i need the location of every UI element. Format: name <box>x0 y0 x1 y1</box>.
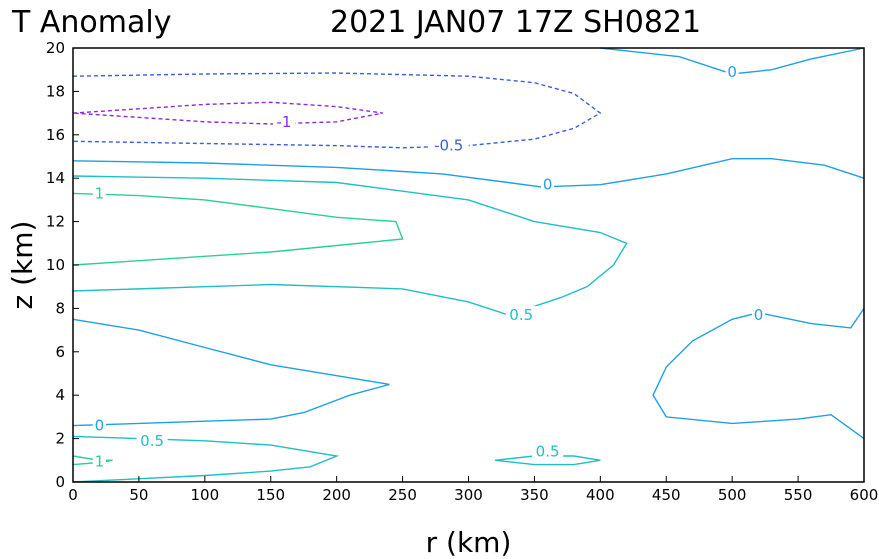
contour-line <box>72 192 404 266</box>
y-tick-label: 14 <box>46 169 65 187</box>
x-tick-label: 400 <box>586 486 615 504</box>
chart-title-left: T Anomaly <box>11 5 171 40</box>
contour-line <box>72 72 602 149</box>
contour-line <box>72 175 628 316</box>
contour-label: 0.5 <box>536 443 560 461</box>
x-tick-label: 300 <box>454 486 483 504</box>
contour-label-bg <box>725 62 739 81</box>
contour-label: 1 <box>95 452 105 470</box>
y-tick-label: 0 <box>55 473 65 491</box>
x-tick-label: 50 <box>129 486 148 504</box>
x-tick-label: 0 <box>68 486 78 504</box>
y-tick-label: 16 <box>46 126 65 144</box>
contour-label-bg <box>752 305 766 324</box>
y-tick-label: 4 <box>55 386 65 404</box>
y-tick-label: 8 <box>55 299 65 317</box>
x-axis-label: r (km) <box>426 526 512 559</box>
contour-label: 0 <box>95 417 105 435</box>
contour-label-bg <box>541 175 555 194</box>
y-tick-label: 20 <box>46 39 65 57</box>
contour-label-bg <box>505 305 537 324</box>
x-tick-label: 250 <box>388 486 417 504</box>
x-tick-label: 600 <box>850 486 879 504</box>
contour-label-bg <box>92 452 106 471</box>
x-tick-label: 150 <box>256 486 285 504</box>
contour-line <box>600 47 865 75</box>
contour-line <box>72 101 383 125</box>
x-tick-label: 350 <box>520 486 549 504</box>
contour-label: 0 <box>727 63 737 81</box>
y-tick-label: 12 <box>46 213 65 231</box>
x-axis-ticks: 0 50 100 150 200 250 300 350 400 450 500 550 600 <box>68 476 878 504</box>
contour-label-bg <box>136 431 168 450</box>
y-tick-label: 10 <box>46 256 65 274</box>
contour-label: 0 <box>543 176 553 194</box>
chart-title-right: 2021 JAN07 17Z SH0821 <box>330 5 701 40</box>
contour-label: 0.5 <box>509 306 533 324</box>
contour-line <box>72 455 113 466</box>
x-tick-label: 200 <box>322 486 351 504</box>
contour-line <box>72 435 340 483</box>
contour-line <box>72 157 865 188</box>
contour-label: -0.5 <box>434 137 463 155</box>
y-tick-label: 6 <box>55 343 65 361</box>
contour-labels: -1 -0.5 0 0 0 0 0.5 0.5 0.5 1 1 <box>92 62 766 471</box>
contour-label-bg <box>428 136 469 155</box>
x-tick-label: 500 <box>718 486 747 504</box>
contour-label-bg <box>272 112 295 131</box>
y-axis-ticks: 0 2 4 6 8 10 12 14 16 18 20 <box>46 39 79 491</box>
contour-label: 0 <box>754 306 764 324</box>
contour-lines <box>72 47 865 483</box>
contour-label: 0.5 <box>140 432 164 450</box>
contour-label-bg <box>92 416 106 435</box>
x-tick-label: 450 <box>652 486 681 504</box>
contour-label-bg <box>532 442 564 461</box>
plot-frame <box>72 47 865 483</box>
contour-label-bg <box>92 184 106 203</box>
x-tick-label: 550 <box>784 486 813 504</box>
contour-line <box>652 308 865 440</box>
x-tick-label: 100 <box>191 486 220 504</box>
contour-line <box>72 318 390 427</box>
y-tick-label: 18 <box>46 82 65 100</box>
y-tick-label: 2 <box>55 430 65 448</box>
y-axis-label: z (km) <box>6 221 39 310</box>
contour-label: 1 <box>95 184 105 202</box>
contour-label: -1 <box>276 113 291 131</box>
